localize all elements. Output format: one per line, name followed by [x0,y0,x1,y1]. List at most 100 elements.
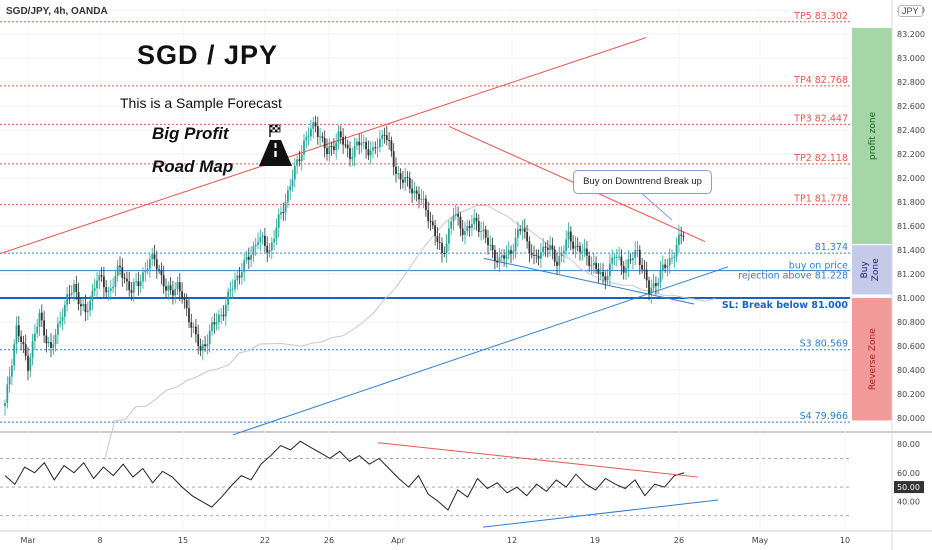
candle-body [277,214,280,228]
candle-body [86,310,89,313]
candle-body [560,253,563,257]
candle-body [445,243,448,254]
candle-body [613,257,616,259]
candle-body [374,147,377,149]
candle-body [514,237,517,251]
candle-body [208,330,211,344]
candle-body [165,286,167,291]
candle-body [567,231,570,240]
candle-body [280,212,282,215]
currency-button[interactable]: JPY [898,5,923,17]
candle-body [517,229,519,238]
candle-body [195,326,197,335]
candle-body [415,190,418,194]
buy-callout: Buy on Downtrend Break up [573,170,712,194]
candle-body [77,292,80,305]
candle-body [66,294,68,305]
forecast-title: SGD / JPY [137,40,279,70]
candle-body [648,280,650,294]
rsi-line [4,440,685,511]
candle-body [250,255,252,260]
rsi-tick: 80.00 [897,440,920,449]
candle-body [615,256,618,258]
candle-body [399,173,402,180]
candle-body [135,281,137,283]
symbol-label: SGD/JPY, 4h, OANDA [6,6,108,17]
candle-body [264,235,266,246]
candle-body [333,146,335,151]
candle-body [507,250,510,255]
candle-body [89,300,91,311]
candle-body [461,228,464,235]
candle-body [112,286,114,289]
candle-body [620,256,623,266]
candle-body [422,198,425,200]
candle-body [109,288,112,292]
candle-body [390,140,393,152]
candle-body [158,269,160,271]
level-label: TP5 83.302 [793,11,848,22]
candle-body [583,248,586,252]
candle-body [229,289,232,292]
price-tick: 81.600 [897,222,925,231]
candle-body [114,275,117,287]
candle-body [167,285,170,291]
candle-body [22,341,25,345]
candle-body [275,227,278,239]
candle-body [638,249,641,266]
level-label: S4 79.966 [800,411,848,422]
candle-body [40,312,43,321]
candle-body [528,241,531,254]
candle-body [618,256,620,258]
support-line [232,266,729,436]
candle-body [103,276,105,288]
candle-body [526,231,528,242]
price-tick: 81.000 [897,294,925,303]
candle-body [537,255,540,259]
candle-body [323,138,326,149]
candle-body [47,342,50,344]
candle-body [367,149,370,156]
candle-body [61,316,64,322]
candle-body [319,136,321,138]
candle-body [31,341,34,358]
level-label: 81.374 [815,242,848,253]
candle-body [448,228,450,244]
moving-average-line [104,204,716,461]
candle-body [436,236,439,243]
candle-body [383,134,386,136]
level-label: TP2 82.118 [793,153,848,164]
candle-body [153,254,156,260]
candle-body [257,242,259,245]
candle-body [215,322,218,325]
candle-body [293,165,296,180]
candle-body [480,231,482,233]
candle-body [176,282,179,290]
time-tick: Mar [20,536,36,545]
candle-body [482,229,485,232]
candle-body [162,275,165,287]
candle-body [121,267,124,278]
candle-body [183,298,186,301]
candle-body [146,268,149,271]
candle-body [241,272,243,278]
candle-body [142,272,144,282]
candle-body [197,334,200,347]
candle-body [362,142,365,144]
candle-body [296,159,298,166]
candle-body [188,308,190,323]
candle-body [98,275,101,281]
candle-body [512,250,515,254]
candle-body [314,122,317,127]
symbol-text: SGD/JPY, 4h, OANDA [6,6,108,17]
candle-body [546,247,549,250]
candle-body [36,326,39,334]
price-tick: 80.800 [897,318,925,327]
price-tick: 82.200 [897,150,925,159]
candle-body [632,257,634,261]
candle-body [284,202,287,213]
candle-body [268,250,271,253]
candle-body [650,287,653,294]
candle-body [365,142,367,150]
